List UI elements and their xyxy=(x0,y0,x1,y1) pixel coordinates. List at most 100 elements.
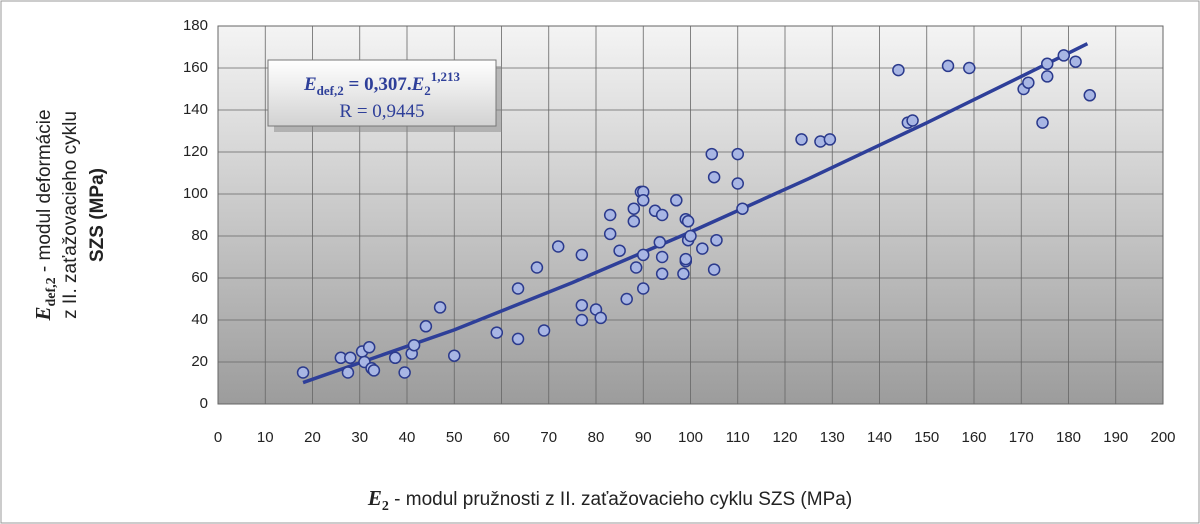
x-tick-label: 190 xyxy=(1103,429,1128,446)
point xyxy=(344,351,357,365)
x-label-symbol: E xyxy=(367,486,382,510)
x-tick-label: 10 xyxy=(257,429,274,446)
point xyxy=(367,364,381,377)
y-axis-label: Edef,2 - modul deformácie z II. zaťažova… xyxy=(31,109,108,321)
x-tick-label: 170 xyxy=(1009,429,1034,446)
point xyxy=(795,133,808,146)
point xyxy=(511,332,525,346)
point xyxy=(707,263,721,276)
point xyxy=(1022,76,1035,89)
point xyxy=(1069,55,1082,68)
point xyxy=(710,233,723,247)
x-tick-label: 20 xyxy=(304,429,321,446)
point xyxy=(1040,57,1054,71)
point xyxy=(296,366,310,379)
point xyxy=(1083,89,1097,102)
point xyxy=(575,299,589,312)
y-label-text: - modul deformácie xyxy=(34,109,55,277)
eq-middle: = 0,307. xyxy=(344,74,412,95)
y-label-line1: Edef,2 - modul deformácie xyxy=(31,109,59,321)
point xyxy=(627,202,641,215)
y-tick-label: 120 xyxy=(183,143,208,160)
y-tick-label: 100 xyxy=(183,185,208,202)
point xyxy=(603,208,617,222)
x-tick-label: 160 xyxy=(961,429,986,446)
point xyxy=(575,313,589,327)
point xyxy=(707,170,721,184)
point xyxy=(696,242,709,255)
point xyxy=(705,147,719,161)
annotation-box xyxy=(267,59,497,127)
point xyxy=(1040,70,1054,83)
point xyxy=(681,215,695,228)
point xyxy=(731,147,744,161)
point xyxy=(684,229,697,243)
x-tick-label: 70 xyxy=(540,429,557,446)
x-tick-label: 80 xyxy=(588,429,605,446)
r-value: R = 0,9445 xyxy=(339,101,424,122)
point xyxy=(448,349,461,362)
point xyxy=(594,311,607,325)
y-tick-label: 20 xyxy=(191,353,208,370)
y-tick-label: 160 xyxy=(183,59,208,76)
y-tick-label: 180 xyxy=(183,17,208,34)
x-tick-label: 140 xyxy=(867,429,892,446)
point xyxy=(637,282,650,295)
y-label-symbol: E xyxy=(31,307,55,322)
point xyxy=(603,227,617,241)
point xyxy=(670,194,683,207)
point xyxy=(575,248,589,262)
eq-sup: 1,213 xyxy=(431,69,461,84)
point xyxy=(537,324,551,337)
point xyxy=(655,267,669,281)
eq-sub: def,2 xyxy=(317,83,344,98)
point xyxy=(629,261,643,274)
trendline xyxy=(302,42,1089,385)
point xyxy=(1036,116,1049,129)
point xyxy=(551,240,565,253)
point xyxy=(731,177,744,190)
point xyxy=(941,59,955,73)
point xyxy=(419,320,433,333)
x-tick-label: 50 xyxy=(446,429,463,446)
x-tick-label: 100 xyxy=(678,429,703,446)
x-tick-label: 30 xyxy=(351,429,368,446)
y-tick-label: 40 xyxy=(191,311,208,328)
point xyxy=(620,292,633,306)
point xyxy=(1057,49,1071,62)
point xyxy=(963,61,976,75)
x-tick-label: 90 xyxy=(635,429,652,446)
x-tick-label: 130 xyxy=(820,429,845,446)
point xyxy=(677,267,690,281)
y-tick-label: 0 xyxy=(200,395,208,412)
point xyxy=(655,208,669,222)
point xyxy=(530,261,544,274)
point xyxy=(362,341,376,354)
y-tick-label: 80 xyxy=(191,227,208,244)
x-tick-label: 150 xyxy=(914,429,939,446)
x-tick-label: 120 xyxy=(772,429,797,446)
y-label-sub: def,2 xyxy=(44,277,59,306)
point xyxy=(490,326,504,339)
point xyxy=(653,236,667,249)
x-tick-label: 110 xyxy=(726,429,750,446)
point xyxy=(655,250,669,264)
point xyxy=(433,301,447,314)
x-tick-label: 0 xyxy=(214,429,222,446)
point xyxy=(511,282,525,295)
point xyxy=(407,338,421,352)
marks xyxy=(296,42,1097,385)
x-tick-label: 40 xyxy=(399,429,416,446)
point xyxy=(627,215,641,228)
point xyxy=(398,366,411,379)
point xyxy=(823,133,837,146)
x-tick-label: 180 xyxy=(1056,429,1081,446)
equation: Edef,2 = 0,307.E21,213 xyxy=(303,69,461,98)
y-tick-label: 140 xyxy=(183,101,208,118)
x-tick-label: 60 xyxy=(493,429,510,446)
point xyxy=(637,248,650,262)
x-label-sub: 2 xyxy=(382,499,389,514)
y-label-line2: z II. zaťažovacieho cyklu xyxy=(60,111,81,319)
